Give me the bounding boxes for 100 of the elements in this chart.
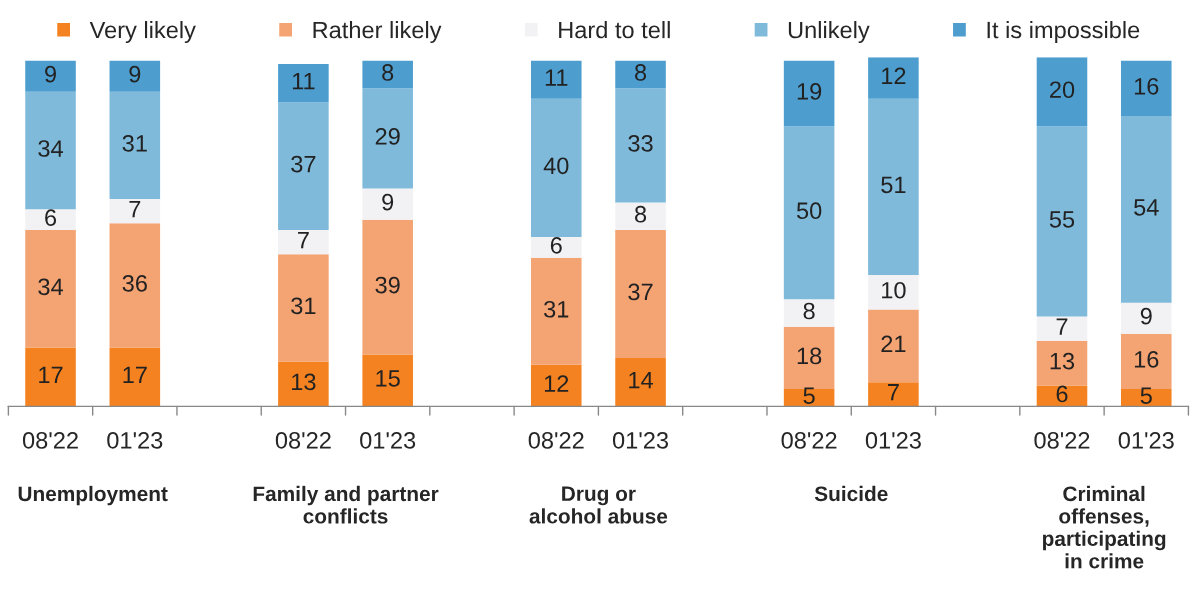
bar [25,230,76,348]
data-label: 16 [1134,351,1159,368]
x-tick-label: 08'22 [1034,431,1090,449]
data-label: 31 [291,297,316,315]
data-label: 8 [382,64,394,81]
legend-label: Very likely [89,21,196,44]
bar [1036,57,1088,127]
data-label: 9 [382,193,394,211]
x-tick-label: 08'22 [781,431,837,449]
data-label: 34 [38,278,63,296]
bar [278,102,329,231]
text: Family and partner conflicts [253,485,439,524]
bar [362,188,413,220]
data-label: 13 [292,373,316,391]
data-label: 37 [628,283,653,301]
bar [868,309,919,383]
bar [1036,340,1088,386]
data-label: 39 [375,276,400,294]
bar [530,98,582,237]
bar [1036,126,1088,317]
bar [783,60,835,127]
legend-label: Rather likely [313,21,442,44]
bar [25,209,76,231]
text: Criminal offenses, participating in crime [1043,485,1166,569]
data-label: 12 [882,67,906,85]
legend-label: It is impossible [987,21,1140,44]
bar [783,299,835,327]
data-label: 8 [803,302,815,320]
data-label: 31 [122,134,147,152]
bar [1120,302,1172,334]
bar [362,88,413,189]
bar [109,347,161,407]
bar [278,64,329,103]
bar [362,60,413,89]
data-label: 8 [635,64,647,81]
x-tick-label: 08'22 [528,431,584,449]
data-label: 9 [45,65,56,83]
bar [868,274,919,310]
data-label: 36 [122,274,147,292]
data-label: 51 [881,176,906,194]
data-label: 7 [1056,318,1068,335]
bar [783,389,835,407]
bar [25,91,76,210]
bar [362,354,413,407]
data-label: 29 [375,128,400,145]
x-tick-label: 01'23 [612,431,669,449]
bar [868,382,919,407]
text: Suicide [814,485,888,502]
bar [1120,389,1172,407]
bar [530,257,582,365]
data-label: 6 [45,209,57,227]
data-label: 16 [1134,77,1159,95]
bar [530,60,582,99]
bar [868,98,919,275]
data-label: 34 [38,140,63,157]
data-label: 14 [629,372,653,389]
data-label: 13 [1050,352,1075,370]
data-label: 7 [298,232,309,249]
data-label: 17 [123,366,147,384]
bar [530,364,582,407]
data-label: 17 [39,366,63,384]
data-label: 50 [796,202,822,220]
bar [25,60,76,92]
bar [109,198,161,224]
data-label: 9 [129,65,141,83]
x-tick-label: 08'22 [22,431,78,449]
data-label: 10 [882,281,906,299]
data-label: 20 [1050,81,1075,99]
x-tick-label: 01'23 [1118,431,1174,449]
bar [615,357,666,407]
data-label: 55 [1049,211,1075,228]
bar [1120,115,1172,303]
bar [615,202,666,231]
bar [109,223,161,348]
bar [25,347,76,407]
bar [530,236,582,258]
data-label: 8 [635,205,647,223]
x-tick-label: 01'23 [865,431,921,449]
data-label: 9 [1140,307,1152,325]
bar [109,91,161,199]
bar [109,60,161,92]
data-label: 12 [544,375,569,392]
bar [615,60,666,89]
data-label: 54 [1134,199,1159,216]
data-label: 6 [1056,385,1068,403]
text: Unemployment [18,485,168,506]
x-tick-label: 01'23 [360,431,416,449]
data-label: 6 [550,236,562,254]
x-tick-label: 01'23 [107,431,163,449]
data-label: 15 [376,370,400,387]
bar [1036,316,1088,341]
bar [362,219,413,355]
data-label: 37 [291,155,316,173]
data-label: 18 [797,347,822,365]
data-label: 21 [881,335,906,352]
data-label: 11 [545,69,568,86]
bar [1120,60,1172,116]
bar [868,57,919,99]
data-label: 7 [888,384,899,401]
bar [783,126,835,300]
